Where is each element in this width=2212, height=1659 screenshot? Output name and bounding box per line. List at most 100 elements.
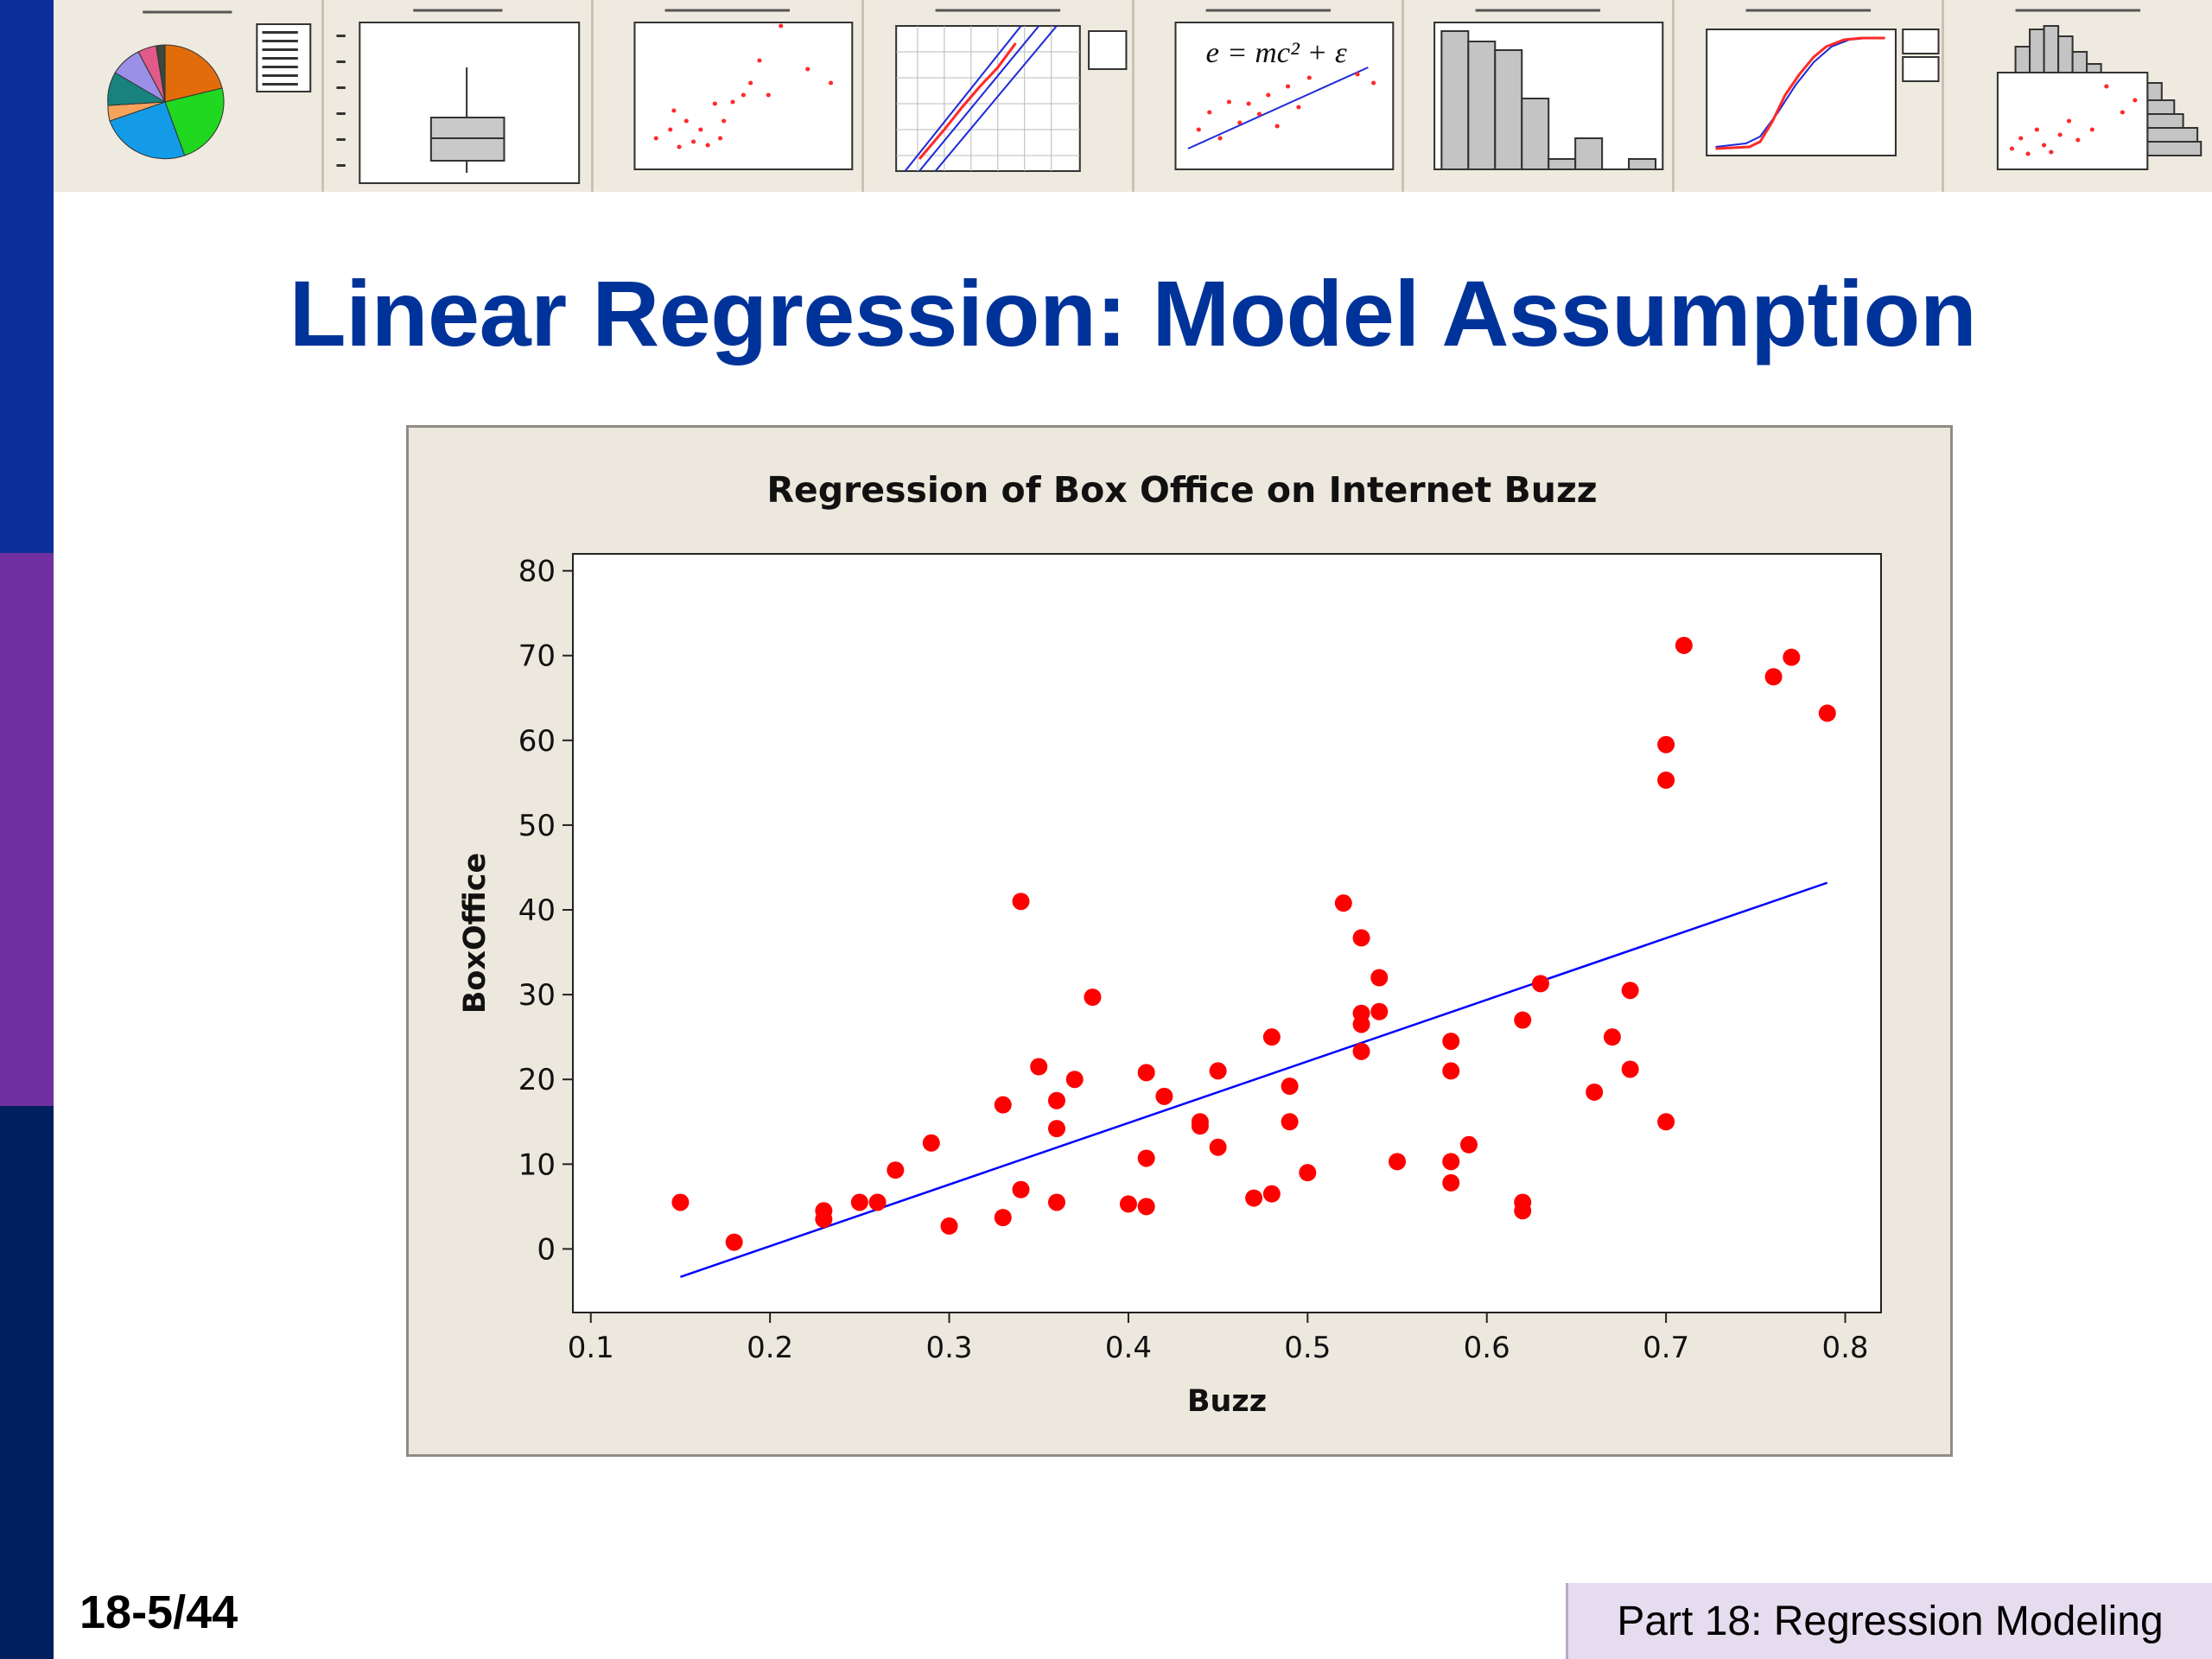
data-point [1675, 636, 1693, 654]
chart-panel: Regression of Box Office on Internet Buz… [406, 425, 1953, 1457]
data-point [1047, 1091, 1065, 1109]
regression-scatter-chart: Regression of Box Office on Internet Buz… [458, 469, 1882, 1419]
slide-title: Linear Regression: Model Assumption [289, 261, 1977, 365]
data-point [1245, 1189, 1263, 1207]
data-point [1657, 1113, 1675, 1131]
data-point [1281, 1077, 1299, 1096]
data-point [1299, 1164, 1317, 1182]
data-point [1137, 1064, 1155, 1082]
data-point [1621, 1060, 1639, 1078]
data-point [1137, 1149, 1155, 1167]
y-tick-label: 0 [537, 1232, 556, 1267]
thumbnail-scatterplot [594, 0, 864, 192]
data-points [671, 636, 1836, 1251]
thumbnail-formula: e = mc² + ε [1205, 36, 1347, 68]
data-point [1459, 1135, 1478, 1154]
data-point [1155, 1087, 1173, 1105]
chart-title: Regression of Box Office on Internet Buz… [766, 469, 1597, 511]
x-tick-label: 0.6 [1464, 1331, 1510, 1365]
x-tick-label: 0.2 [747, 1331, 793, 1365]
x-tick-label: 0.3 [925, 1331, 972, 1365]
data-point [1514, 1202, 1532, 1220]
data-point [1262, 1185, 1281, 1203]
data-point [1818, 704, 1836, 722]
data-point [1370, 1002, 1389, 1020]
data-point [1191, 1117, 1209, 1135]
data-point [1657, 771, 1675, 789]
y-axis: 0 10 20 30 40 50 60 70 80 [518, 555, 573, 1267]
thumbnail-probability-plot [864, 0, 1135, 192]
data-point [671, 1193, 690, 1211]
data-point [1012, 893, 1030, 911]
y-tick-label: 30 [518, 978, 556, 1013]
x-tick-label: 0.1 [568, 1331, 614, 1365]
plot-area [572, 553, 1882, 1313]
data-point [1030, 1058, 1048, 1076]
data-point [1352, 1015, 1370, 1033]
data-point [815, 1211, 833, 1229]
data-point [887, 1161, 905, 1179]
thumbnail-boxplot [324, 0, 594, 192]
left-rail-navy [0, 1106, 54, 1659]
thumbnail-scatter-with-fit: e = mc² + ε [1135, 0, 1405, 192]
data-point [1621, 982, 1639, 1000]
data-point [1047, 1193, 1065, 1211]
slide-number: 18-5/44 [79, 1586, 238, 1638]
data-point [1531, 975, 1549, 993]
data-point [994, 1209, 1012, 1227]
data-point [1442, 1033, 1460, 1051]
footer-label: Part 18: Regression Modeling [1566, 1583, 2212, 1659]
y-tick-label: 20 [518, 1063, 556, 1097]
data-point [1603, 1028, 1621, 1046]
data-point [994, 1096, 1012, 1114]
data-point [1514, 1011, 1532, 1029]
y-tick-label: 10 [518, 1147, 556, 1182]
data-point [725, 1233, 743, 1251]
thumbnail-strip: e = mc² + ε [54, 0, 2212, 192]
y-tick-label: 60 [518, 724, 556, 759]
left-rail-purple [0, 553, 54, 1106]
x-tick-label: 0.8 [1821, 1331, 1868, 1365]
data-point [1137, 1198, 1155, 1216]
left-rail-blue [0, 0, 54, 553]
data-point [1047, 1120, 1065, 1138]
data-point [1389, 1153, 1407, 1171]
data-point [1334, 894, 1352, 912]
thumbnail-marginal-plot [1944, 0, 2212, 192]
data-point [1442, 1062, 1460, 1080]
data-point [850, 1193, 868, 1211]
y-tick-label: 80 [518, 555, 556, 589]
data-point [1209, 1062, 1227, 1080]
y-tick-label: 40 [518, 893, 556, 928]
data-point [1442, 1173, 1460, 1192]
data-point [940, 1217, 958, 1235]
data-point [1012, 1180, 1030, 1198]
x-tick-label: 0.7 [1643, 1331, 1689, 1365]
data-point [1764, 668, 1783, 686]
data-point [1657, 735, 1675, 753]
data-point [1442, 1153, 1460, 1171]
data-point [1084, 988, 1102, 1007]
thumbnail-histogram [1404, 0, 1675, 192]
data-point [1209, 1138, 1227, 1156]
y-axis-label: BoxOffice [458, 853, 493, 1014]
data-point [1262, 1028, 1281, 1046]
data-point [1783, 648, 1801, 666]
thumbnail-ecdf [1675, 0, 1945, 192]
x-axis-label: Buzz [1187, 1384, 1267, 1419]
data-point [1586, 1083, 1604, 1101]
data-point [868, 1193, 887, 1211]
thumbnail-pie-chart [54, 0, 324, 192]
y-tick-label: 50 [518, 809, 556, 843]
fit-line-layer [680, 881, 1828, 1278]
data-point [1119, 1195, 1137, 1213]
x-tick-label: 0.4 [1105, 1331, 1152, 1365]
data-point [1281, 1113, 1299, 1131]
data-point [1065, 1071, 1084, 1089]
x-tick-label: 0.5 [1284, 1331, 1331, 1365]
regression-fit-line [680, 881, 1828, 1278]
y-tick-label: 70 [518, 639, 556, 674]
data-point [1370, 969, 1389, 987]
data-point [1352, 929, 1370, 947]
data-point [922, 1134, 940, 1152]
